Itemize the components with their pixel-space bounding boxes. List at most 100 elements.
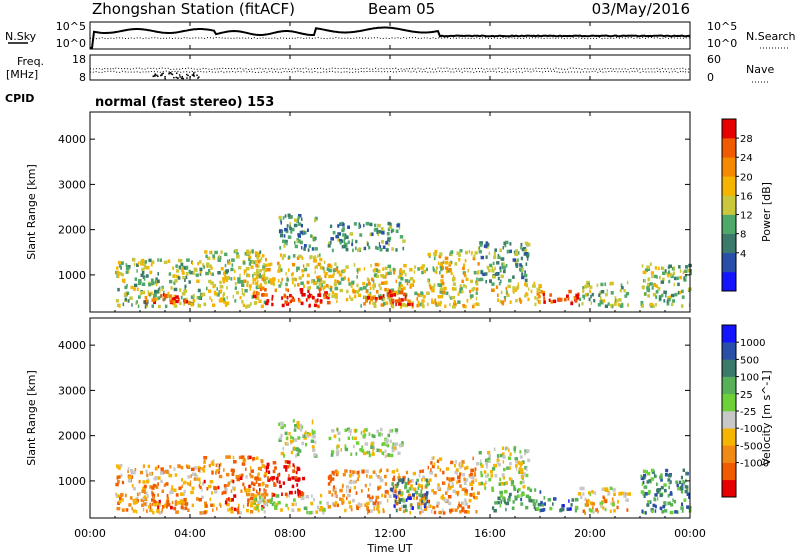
echo-cell: [366, 295, 371, 300]
echo-cell: [296, 421, 300, 425]
echo-cell: [147, 290, 150, 294]
echo-cell: [154, 476, 159, 480]
echo-cell: [396, 468, 399, 473]
echo-cell: [221, 491, 224, 496]
echo-cell: [253, 260, 256, 265]
echo-cell: [420, 291, 424, 295]
echo-cell: [286, 224, 289, 228]
echo-cell: [173, 281, 176, 285]
echo-cell: [574, 505, 579, 510]
echo-cell: [232, 479, 235, 484]
echo-cell: [332, 502, 335, 506]
freq-dip-mark: [156, 74, 158, 77]
echo-cell: [277, 261, 280, 266]
echo-cell: [170, 286, 173, 290]
echo-cell: [435, 266, 439, 270]
echo-cell: [609, 509, 612, 513]
echo-cell: [668, 279, 671, 284]
echo-cell: [366, 242, 369, 247]
echo-cell: [289, 221, 291, 226]
echo-cell: [523, 472, 527, 476]
echo-cell: [225, 455, 229, 459]
echo-cell: [373, 503, 376, 508]
echo-cell: [390, 271, 392, 275]
echo-cell: [373, 228, 378, 232]
echo-cell: [188, 269, 191, 274]
echo-cell: [328, 241, 330, 246]
echo-cell: [393, 494, 397, 498]
echo-cell: [417, 267, 420, 271]
echo-cell: [226, 286, 228, 290]
echo-cell: [256, 268, 259, 273]
echo-cell: [610, 501, 612, 506]
echo-cell: [300, 281, 304, 285]
echo-cell: [388, 429, 392, 433]
echo-cell: [493, 463, 497, 468]
echo-cell: [676, 483, 679, 488]
echo-cell: [138, 279, 142, 283]
echo-cell: [385, 489, 389, 494]
echo-cell: [290, 299, 292, 303]
echo-cell: [380, 281, 385, 285]
echo-cell: [314, 218, 317, 223]
echo-cell: [252, 294, 257, 299]
echo-cell: [582, 286, 585, 290]
echo-cell: [263, 474, 267, 478]
echo-cell: [313, 259, 317, 263]
echo-cell: [300, 301, 304, 306]
freq-dip-mark: [152, 75, 154, 78]
echo-cell: [286, 295, 289, 300]
echo-cell: [391, 298, 395, 303]
echo-cell: [293, 446, 295, 450]
echo-cell: [676, 276, 679, 281]
echo-cell: [471, 480, 475, 484]
echo-cell: [203, 456, 206, 460]
echo-cell: [589, 285, 593, 289]
echo-cell: [507, 284, 511, 289]
freq-dip-mark: [164, 76, 166, 78]
echo-cell: [157, 272, 159, 276]
echo-cell: [494, 266, 496, 271]
echo-cell: [211, 460, 214, 464]
echo-cell: [557, 297, 561, 302]
echo-cell: [434, 298, 437, 302]
echo-cell: [516, 285, 520, 289]
echo-cell: [581, 486, 585, 491]
echo-cell: [287, 506, 289, 511]
echo-cell: [434, 269, 437, 274]
echo-cell: [267, 478, 271, 482]
echo-cell: [231, 263, 234, 267]
echo-cell: [464, 259, 467, 263]
echo-cell: [275, 502, 279, 507]
echo-cell: [365, 299, 368, 303]
echo-cell: [502, 476, 506, 480]
echo-cell: [197, 304, 202, 308]
echo-cell: [461, 508, 464, 513]
echo-cell: [574, 299, 578, 303]
echo-cell: [147, 464, 150, 469]
echo-cell: [338, 281, 342, 285]
echo-cell: [670, 503, 674, 507]
echo-cell: [331, 493, 334, 497]
echo-cell: [570, 301, 574, 306]
power-colorbar-label: Power [dB]: [760, 182, 773, 242]
echo-cell: [393, 290, 398, 294]
colorbar-segment: [722, 479, 736, 498]
echo-cell: [355, 452, 358, 456]
echo-cell: [208, 289, 212, 293]
echo-cell: [491, 269, 495, 273]
echo-cell: [505, 507, 507, 512]
echo-cell: [363, 302, 366, 306]
echo-cell: [592, 506, 594, 510]
echo-cell: [284, 214, 287, 218]
echo-cell: [503, 296, 507, 300]
echo-cell: [234, 269, 236, 274]
echo-cell: [332, 485, 335, 489]
echo-cell: [225, 276, 230, 281]
echo-cell: [520, 497, 523, 502]
echo-cell: [422, 295, 426, 299]
echo-cell: [391, 247, 394, 251]
echo-cell: [331, 248, 334, 253]
echo-cell: [179, 499, 184, 503]
echo-cell: [464, 466, 466, 471]
